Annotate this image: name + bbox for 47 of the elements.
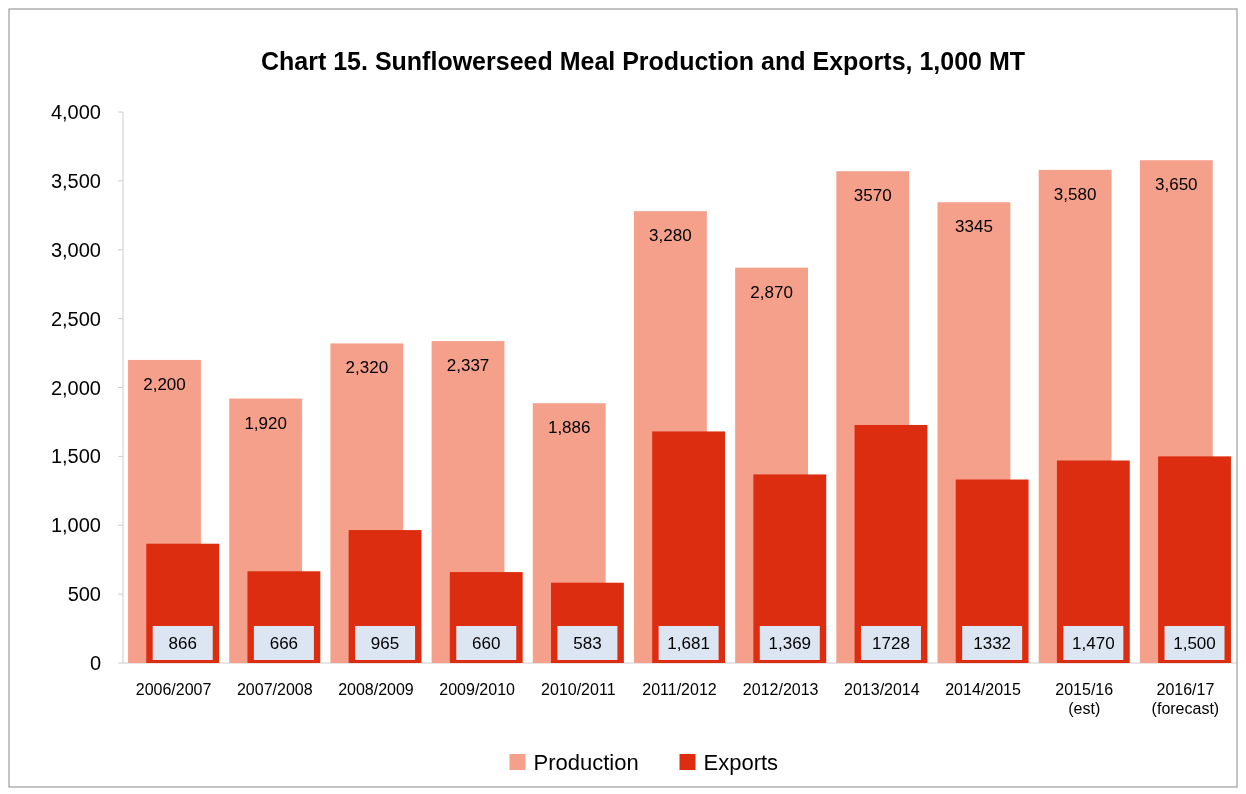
data-label: 866 [168,634,197,653]
y-tick-label: 1,000 [50,514,101,537]
x-tick-label: 2008/2009 [338,681,414,698]
x-tick-label: 2010/2011 [541,681,616,698]
bar [652,431,726,663]
y-tick-label: 3,500 [50,169,101,192]
data-label: 1,886 [547,418,591,438]
data-label: 666 [269,634,299,653]
data-label: 1,681 [667,634,710,653]
x-tick-label: 2007/2008 [236,681,313,698]
data-label: 1,369 [768,634,812,653]
data-label: 2,337 [446,356,490,376]
data-label: 1332 [973,634,1012,653]
x-tick-label: 2016/17 (forecast) [1151,681,1220,717]
data-label: 3345 [955,217,993,237]
data-label: 583 [573,634,602,653]
data-label: 1,500 [1173,634,1216,653]
data-label: 2,200 [143,374,186,394]
y-tick-label: 500 [67,583,101,606]
data-label: 1728 [872,634,910,653]
data-label: 3,650 [1155,175,1198,195]
x-tick-label: 2013/2014 [844,681,920,698]
x-tick-label: 2014/2015 [945,681,1021,698]
data-label: 3570 [853,186,892,206]
data-label: 2,870 [750,282,793,302]
data-label: 2,320 [345,358,389,378]
data-label: 3,580 [1053,184,1097,204]
data-label: 1,470 [1072,634,1115,653]
legend-label: Exports [703,750,779,775]
x-tick-label: 2015/16 (est) [1055,681,1114,717]
x-tick-label: 2011/2012 [642,681,717,698]
data-label: 3,280 [649,226,692,246]
legend-label: Production [533,750,639,775]
y-tick-label: 4,000 [50,101,101,123]
x-tick-label: 2012/2013 [742,681,819,698]
chart-title: Chart 15. Sunflowerseed Meal Production and Exports, 1,000 MT [260,47,1026,75]
data-label: 965 [370,634,400,653]
bar [854,424,928,663]
data-label: 1,920 [244,413,287,433]
y-tick-label: 2,000 [50,376,101,399]
y-tick-label: 0 [89,652,101,674]
y-tick-label: 1,500 [50,445,101,468]
x-tick-label: 2006/2007 [135,681,212,698]
y-tick-label: 2,500 [50,307,101,330]
x-tick-label: 2009/2010 [439,681,516,698]
y-tick-label: 3,000 [50,238,101,261]
data-label: 660 [472,634,501,653]
